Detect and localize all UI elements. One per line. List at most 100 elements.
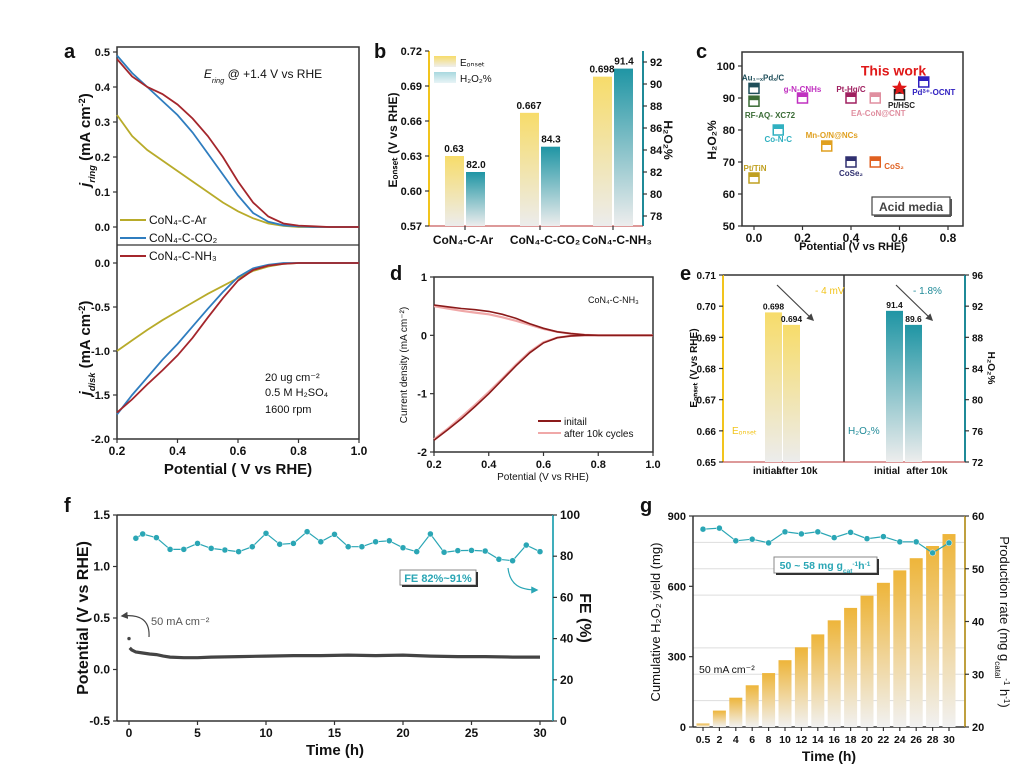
point-label: Pt/TiN [744,164,767,173]
y2-tick-label: 84 [972,365,984,376]
legend-label: CoN₄-C-NH₃ [149,249,217,263]
potential-line [128,646,540,660]
fe-point [331,531,338,538]
category-label: CoN₄-C-NH₃ [582,233,652,247]
panel-label-g: g [640,495,652,517]
bar-value-label: 84.3 [541,135,561,146]
yield-bar [811,634,825,727]
rate-point [847,529,854,536]
x-tick-label: 28 [927,734,939,746]
legend-label: H₂O₂% [460,74,492,85]
y2-tick-label: 80 [560,549,574,563]
y-tick-label: 0.72 [401,46,422,58]
x-tick-label: 0.6 [536,459,551,471]
y-axis-title-part: ) [77,93,94,98]
rate-range-label-part: 50 ~ 58 mg g [780,560,843,572]
x-tick-label: 0.5 [696,734,711,746]
comparison-marker-fill [846,93,856,97]
point-label: CoSe₂ [839,169,863,178]
rate-range-label-part: cat [843,568,853,575]
h2o2-bar [466,172,485,226]
fe-point [180,546,188,553]
y-tick-label: 0.66 [401,116,422,128]
panel-label-f: f [64,495,71,517]
x-tick-label: 0.8 [591,459,606,471]
y-axis-title-part: disk [87,372,97,391]
x-axis-title: Time (h) [306,742,364,759]
y2-tick-label: 78 [650,211,662,223]
yield-bar [696,723,710,727]
fe-point [344,543,352,550]
rate-range-label-part: -1 [852,561,858,568]
y-tick-label: 0.67 [697,396,717,407]
onset-bar [765,312,782,462]
rate-point [732,537,740,545]
x-tick-label: 0.2 [426,459,441,471]
x-tick-label: 12 [796,734,808,746]
y2-tick-label: 100 [560,508,580,522]
x-tick-label: 10 [779,734,791,746]
y-tick-label: 0.70 [697,302,717,313]
fe-point [207,545,215,552]
group-label: H₂O₂% [848,426,880,437]
y-axis-title-part: j [77,182,94,189]
fe-point [481,547,489,555]
condition-annotation: 0.5 M H₂SO₄ [265,387,329,399]
yield-bar [844,607,858,727]
rate-point [765,539,772,547]
point-label: Mn-O/N@NCs [806,131,859,140]
y-tick-label: -1.0 [91,346,110,358]
category-label: initial [753,466,779,477]
y-axis-title-part: j [77,390,94,397]
y-tick-label: 0.3 [95,117,110,129]
y-axis-title-part: ring [87,165,97,183]
rate-point [781,528,789,536]
y2-tick-label: 50 [972,564,984,576]
change-annotation: - 1.8% [913,286,942,297]
comparison-marker-fill [797,93,808,97]
point-label: CoS₂ [884,162,904,171]
legend-label: after 10k cycles [564,429,633,440]
point-label: Pdᵟ⁺-OCNT [912,88,955,97]
fe-point [413,548,420,555]
y-tick-label: -0.5 [89,714,110,728]
panel-label-d: d [390,263,402,285]
y2-tick-label: 88 [972,333,984,344]
ring-potential-annotation: Ering @ +1.4 V vs RHE [204,67,322,85]
bar-value-label: 0.698 [763,301,785,311]
y2-tick-label: 30 [972,669,984,681]
ring-current-line [116,58,359,228]
rate-point [880,533,887,540]
ring-current-line [433,305,653,337]
comparison-marker-fill [918,77,929,81]
point-label: Au₁₋ₓPdₓ/C [742,73,785,82]
fe-point [221,546,229,554]
x-tick-label: 5 [194,726,201,740]
y-tick-label: 0.60 [401,186,422,198]
y2-tick-label: 40 [560,632,574,646]
panel-label-e: e [680,263,691,285]
y-tick-label: 0.68 [697,365,717,376]
rate-line [702,527,950,554]
ring-current-line [116,54,359,228]
onset-bar [783,324,800,462]
y-tick-label: 0.57 [401,221,422,233]
fe-point [386,537,393,544]
current-annotation: 50 mA cm⁻² [699,664,755,676]
this-work-star-marker [891,80,908,95]
y2-axis-title: H₂O₂% [985,352,996,385]
comparison-marker-fill [821,141,832,145]
y-tick-label: 60 [723,189,735,201]
point-label: Pt-Hg/C [836,85,866,94]
legend-label: initail [564,417,587,428]
rate-point [912,538,920,546]
legend-label: CoN₄-C-Ar [149,213,207,227]
comparison-marker-fill [749,83,759,88]
y-tick-label: -1 [417,389,427,401]
rate-point [896,538,904,546]
x-tick-label: 0.0 [746,231,763,245]
comparison-marker-fill [773,125,784,129]
yield-bar [876,582,890,727]
